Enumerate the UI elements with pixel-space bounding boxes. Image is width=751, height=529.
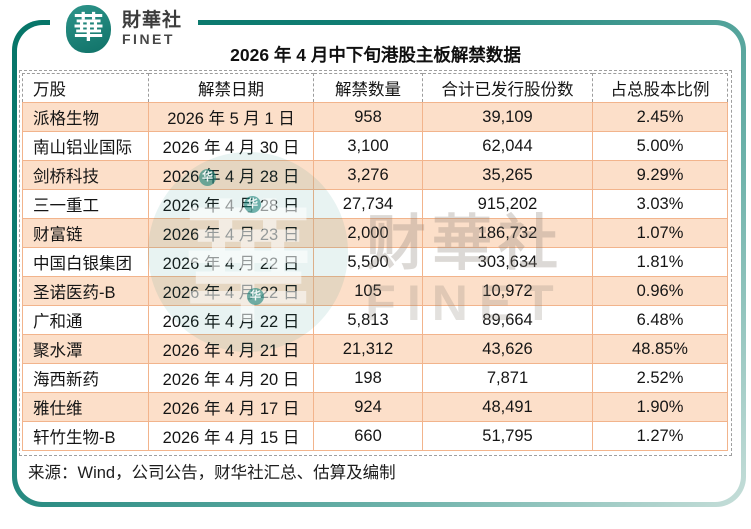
table-row: 派格生物 2026 年 5 月 1 日 958 39,109 2.45%: [22, 102, 728, 132]
cell-date: 2026 年 4 月 23 日: [148, 218, 314, 248]
cell-quantity: 27,734: [313, 189, 423, 219]
cell-company: 广和通: [22, 305, 149, 335]
cell-company: 南山铝业国际: [22, 131, 149, 161]
cell-total_shares: 62,044: [422, 131, 593, 161]
brand-name-en: FINET: [122, 31, 175, 48]
cell-date: 2026 年 4 月 22 日: [148, 305, 314, 335]
table-row: 聚水潭 2026 年 4 月 21 日 21,312 43,626 48.85%: [22, 334, 728, 364]
cell-date: 2026 年 4 月 30 日: [148, 131, 314, 161]
cell-company: 派格生物: [22, 102, 149, 132]
cell-company: 聚水潭: [22, 334, 149, 364]
cell-quantity: 2,000: [313, 218, 423, 248]
table-row: 广和通 2026 年 4 月 22 日 5,813 89,664 6.48%: [22, 305, 728, 335]
cell-date: 2026 年 4 月 21 日: [148, 334, 314, 364]
cell-date: 2026 年 4 月 22 日: [148, 276, 314, 306]
cell-total_shares: 35,265: [422, 160, 593, 190]
column-header-3: 合计已发行股份数: [422, 73, 593, 103]
page-title: 2026 年 4 月中下旬港股主板解禁数据: [230, 45, 521, 65]
cell-pct: 6.48%: [592, 305, 728, 335]
finet-logo: 華 財華社 FINET: [50, 0, 199, 58]
cell-quantity: 958: [313, 102, 423, 132]
cell-date: 2026 年 4 月 17 日: [148, 392, 314, 422]
cell-company: 圣诺医药-B: [22, 276, 149, 306]
cell-pct: 2.45%: [592, 102, 728, 132]
cell-pct: 3.03%: [592, 189, 728, 219]
cell-company: 中国白银集团: [22, 247, 149, 277]
table-row: 三一重工 2026 年 4 月 28 日 27,734 915,202 3.03%: [22, 189, 728, 219]
cell-pct: 1.81%: [592, 247, 728, 277]
cell-date: 2026 年 4 月 15 日: [148, 421, 314, 451]
cell-total_shares: 7,871: [422, 363, 593, 393]
column-header-2: 解禁数量: [313, 73, 423, 103]
cell-company: 雅仕维: [22, 392, 149, 422]
table-row: 雅仕维 2026 年 4 月 17 日 924 48,491 1.90%: [22, 392, 728, 422]
cell-pct: 1.90%: [592, 392, 728, 422]
cell-total_shares: 186,732: [422, 218, 593, 248]
cell-total_shares: 51,795: [422, 421, 593, 451]
brand-name-cn: 財華社: [122, 10, 183, 32]
cell-total_shares: 10,972: [422, 276, 593, 306]
cell-company: 海西新药: [22, 363, 149, 393]
cell-pct: 5.00%: [592, 131, 728, 161]
cell-total_shares: 89,664: [422, 305, 593, 335]
table-row: 轩竹生物-B 2026 年 4 月 15 日 660 51,795 1.27%: [22, 421, 728, 451]
column-header-4: 占总股本比例: [592, 73, 728, 103]
column-header-1: 解禁日期: [148, 73, 314, 103]
cell-pct: 9.29%: [592, 160, 728, 190]
table-dashed-outline: [19, 70, 732, 456]
cell-quantity: 660: [313, 421, 423, 451]
finet-logo-text: 財華社 FINET: [122, 10, 182, 47]
cell-quantity: 5,813: [313, 305, 423, 335]
cell-date: 2026 年 4 月 28 日: [148, 160, 314, 190]
cell-pct: 1.27%: [592, 421, 728, 451]
cell-quantity: 3,276: [313, 160, 423, 190]
table-row: 财富链 2026 年 4 月 23 日 2,000 186,732 1.07%: [22, 218, 728, 248]
cell-company: 轩竹生物-B: [22, 421, 149, 451]
finet-seal-icon: 華: [66, 5, 111, 53]
cell-total_shares: 39,109: [422, 102, 593, 132]
cell-company: 剑桥科技: [22, 160, 149, 190]
cell-quantity: 21,312: [313, 334, 423, 364]
cell-total_shares: 48,491: [422, 392, 593, 422]
cell-date: 2026 年 4 月 28 日: [148, 189, 314, 219]
table-row: 圣诺医药-B 2026 年 4 月 22 日 105 10,972 0.96%: [22, 276, 728, 306]
cell-quantity: 105: [313, 276, 423, 306]
unlock-data-table: 万股 解禁日期 解禁数量 合计已发行股份数 占总股本比例 派格生物 2026 年 5 月 …: [22, 73, 728, 451]
cell-pct: 1.07%: [592, 218, 728, 248]
source-note: 来源：Wind，公司公告，财华社汇总、估算及编制: [28, 464, 396, 482]
cell-pct: 0.96%: [592, 276, 728, 306]
cell-company: 三一重工: [22, 189, 149, 219]
table-row: 南山铝业国际 2026 年 4 月 30 日 3,100 62,044 5.00%: [22, 131, 728, 161]
cell-quantity: 924: [313, 392, 423, 422]
cell-pct: 48.85%: [592, 334, 728, 364]
table-row: 剑桥科技 2026 年 4 月 28 日 3,276 35,265 9.29%: [22, 160, 728, 190]
cell-quantity: 198: [313, 363, 423, 393]
cell-total_shares: 915,202: [422, 189, 593, 219]
column-header-0: 万股: [22, 73, 149, 103]
cell-total_shares: 43,626: [422, 334, 593, 364]
cell-date: 2026 年 4 月 22 日: [148, 247, 314, 277]
cell-pct: 2.52%: [592, 363, 728, 393]
cell-company: 财富链: [22, 218, 149, 248]
cell-date: 2026 年 5 月 1 日: [148, 102, 314, 132]
cell-total_shares: 303,634: [422, 247, 593, 277]
table-row: 中国白银集团 2026 年 4 月 22 日 5,500 303,634 1.81%: [22, 247, 728, 277]
table-header-row: 万股 解禁日期 解禁数量 合计已发行股份数 占总股本比例: [22, 73, 728, 103]
cell-date: 2026 年 4 月 20 日: [148, 363, 314, 393]
cell-quantity: 5,500: [313, 247, 423, 277]
cell-quantity: 3,100: [313, 131, 423, 161]
table-row: 海西新药 2026 年 4 月 20 日 198 7,871 2.52%: [22, 363, 728, 393]
